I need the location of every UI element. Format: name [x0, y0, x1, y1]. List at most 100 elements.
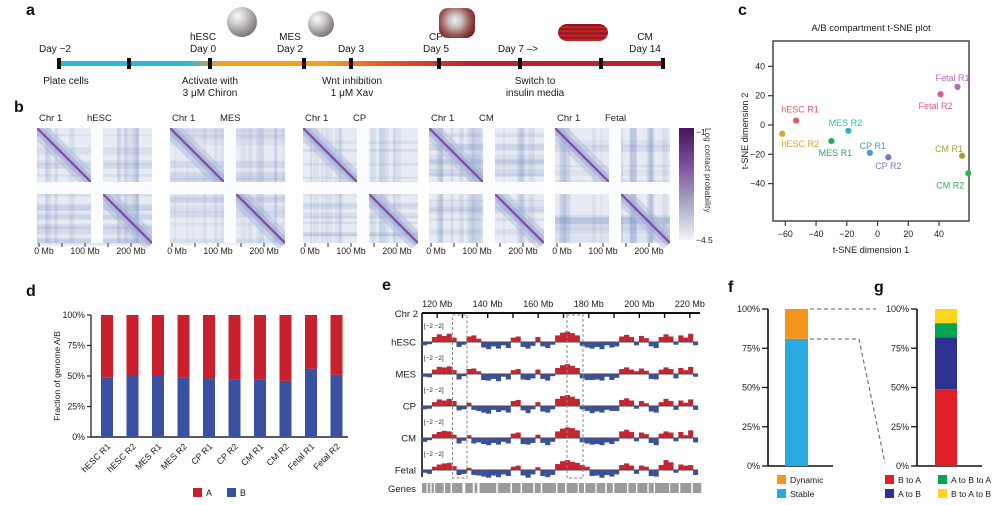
- svg-text:Stable: Stable: [790, 489, 815, 499]
- bar-B-Fetal R1: [305, 368, 317, 437]
- svg-text:Genes: Genes: [388, 484, 416, 495]
- hic-map-chr-label: Chr 1: [305, 113, 329, 124]
- timeline-label-above-2: MES Day 2: [276, 32, 304, 55]
- dynamic-segment-Dynamic: [785, 309, 808, 339]
- timeline-tick-4: [348, 58, 353, 69]
- bar-B-hESC R1: [101, 377, 113, 437]
- bar-B-MES R1: [152, 376, 164, 437]
- svg-text:0%: 0%: [896, 461, 909, 471]
- transitions-segment-B-to-A: [935, 389, 957, 466]
- svg-text:100%: 100%: [886, 304, 909, 314]
- tsne-point-label: MES R1: [819, 148, 853, 158]
- svg-text:[−2 −2]: [−2 −2]: [424, 451, 444, 458]
- bar-A-CP R2: [228, 315, 241, 380]
- svg-text:[−2 −2]: [−2 −2]: [424, 387, 444, 394]
- svg-text:75%: 75%: [67, 341, 85, 351]
- hic-x-tick-label: 100 Mb: [70, 246, 100, 256]
- connector-dashed-line: [858, 338, 886, 464]
- bar-A-CP R1: [203, 315, 215, 379]
- bar-A-hESC R1: [101, 315, 113, 378]
- tsne-point-hESC-R1: [792, 117, 800, 124]
- hic-x-tick-label: 200 Mb: [634, 246, 664, 256]
- hic-x-tick-label: 100 Mb: [462, 246, 492, 256]
- tsne-point-CP-R2: [885, 154, 892, 161]
- bar-B-hESC R2: [126, 376, 139, 437]
- hic-x-tick-label: 200 Mb: [116, 246, 146, 256]
- svg-text:40: 40: [934, 229, 944, 239]
- tsne-point-label: CP R2: [875, 161, 901, 171]
- svg-text:25%: 25%: [742, 422, 760, 432]
- svg-text:180 Mb: 180 Mb: [574, 299, 604, 309]
- hic-x-tick-label: 0 Mb: [552, 246, 572, 256]
- transitions-segment-A-to-B-to-A: [935, 323, 957, 338]
- transitions-segment-A-to-B: [935, 337, 957, 390]
- panel-label-d: d: [26, 283, 36, 300]
- svg-text:CM: CM: [401, 434, 416, 445]
- svg-text:100%: 100%: [63, 310, 86, 320]
- timeline-label-below-1: Activate with 3 μM Chiron: [181, 76, 239, 99]
- svg-text:Chr 2: Chr 2: [395, 309, 418, 320]
- hic-map-CM: [429, 128, 544, 248]
- timeline-tick-3: [302, 58, 307, 69]
- timeline-label-above-0: Day −2: [39, 44, 71, 55]
- hic-map-name: hESC: [87, 113, 112, 124]
- svg-text:−4.5: −4.5: [696, 235, 713, 245]
- svg-text:t-SNE dimension 2: t-SNE dimension 2: [740, 93, 750, 170]
- svg-text:A: A: [206, 488, 212, 498]
- bar-A-Fetal R2: [330, 315, 343, 375]
- bar-B-Fetal R2: [330, 374, 343, 437]
- svg-text:Dynamic: Dynamic: [790, 475, 824, 485]
- tsne-point-label: Fetal R1: [935, 73, 969, 83]
- timeline-tick-8: [661, 58, 665, 69]
- bar-B-CM R1: [254, 379, 266, 437]
- tsne-point-label: CP R1: [860, 141, 886, 151]
- svg-text:A/B compartment t-SNE plot: A/B compartment t-SNE plot: [811, 23, 931, 34]
- tsne-point-label: hESC R1: [781, 105, 819, 115]
- tsne-point-CM-R2: [965, 170, 972, 177]
- cell-image-muscle-3: [558, 23, 608, 41]
- svg-text:B: B: [240, 488, 246, 498]
- timeline-label-below-0: Plate cells: [43, 76, 89, 87]
- hic-x-tick-label: 100 Mb: [336, 246, 366, 256]
- svg-text:−20: −20: [750, 149, 765, 159]
- tsne-point-label: hESC R2: [781, 139, 819, 149]
- svg-text:50%: 50%: [891, 383, 909, 393]
- svg-text:20: 20: [903, 229, 913, 239]
- hic-x-tick-label: 200 Mb: [382, 246, 412, 256]
- svg-text:75%: 75%: [742, 343, 760, 353]
- bar-A-CM R1: [254, 315, 266, 380]
- tsne-point-CM-R1: [958, 152, 966, 159]
- hic-x-tick-label: 0 Mb: [34, 246, 54, 256]
- svg-text:0: 0: [760, 120, 765, 130]
- panel-label-f: f: [728, 279, 734, 296]
- bar-B-MES R2: [177, 377, 190, 437]
- bar-A-CM R2: [279, 315, 292, 381]
- svg-text:[−2 −2]: [−2 −2]: [424, 355, 444, 362]
- svg-text:0: 0: [875, 229, 880, 239]
- timeline-tick-0: [57, 58, 61, 69]
- fraction-chart: 0%25%50%75%100%Fraction of genome A/BhES…: [52, 310, 348, 498]
- hic-map-chr-label: Chr 1: [39, 113, 63, 124]
- timeline-bar: [59, 61, 663, 66]
- timeline-tick-1: [127, 58, 132, 69]
- hic-colorbar: −1 −4.5: [679, 127, 713, 245]
- hic-map-chr-label: Chr 1: [172, 113, 196, 124]
- svg-text:20: 20: [755, 91, 765, 101]
- hic-map-name: Fetal: [605, 113, 627, 124]
- svg-text:160 Mb: 160 Mb: [523, 299, 553, 309]
- hic-x-tick-label: 200 Mb: [249, 246, 279, 256]
- bar-A-MES R1: [152, 315, 164, 376]
- panel-label-g: g: [874, 279, 884, 296]
- svg-text:140 Mb: 140 Mb: [473, 299, 503, 309]
- bar-A-hESC R2: [126, 315, 139, 376]
- hic-map-name: CP: [353, 113, 367, 124]
- hic-map-Fetal: [555, 128, 670, 248]
- svg-text:MES: MES: [395, 370, 416, 381]
- svg-text:50%: 50%: [742, 383, 760, 393]
- panel-label-a: a: [26, 2, 35, 19]
- svg-text:25%: 25%: [891, 422, 909, 432]
- timeline-tick-6: [517, 58, 522, 69]
- cell-image-sphere-0: [227, 7, 257, 37]
